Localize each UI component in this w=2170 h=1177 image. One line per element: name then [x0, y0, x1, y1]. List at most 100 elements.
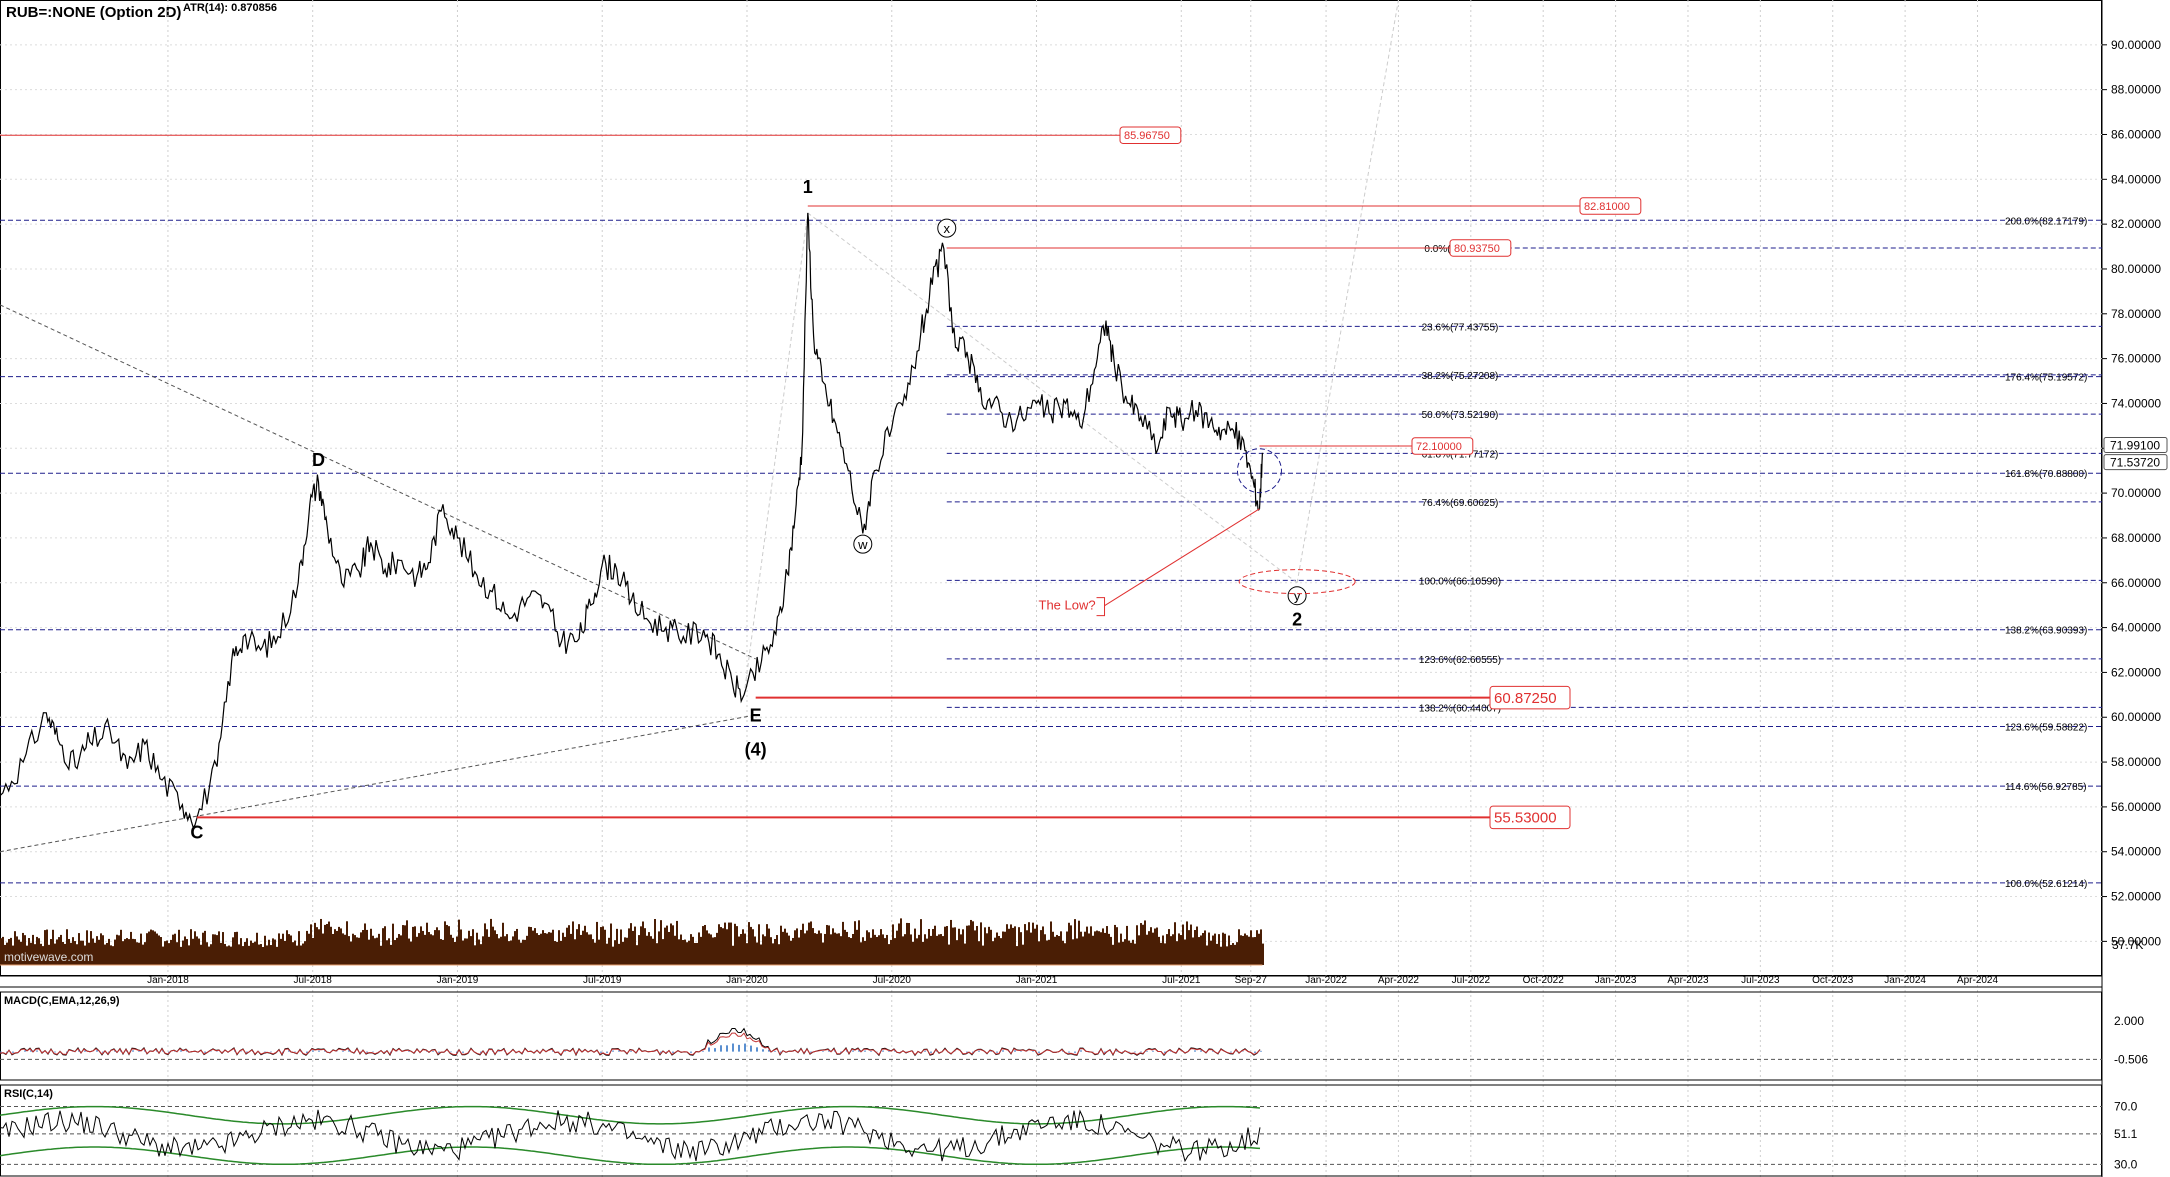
- macd-hist-bar: [822, 1051, 824, 1052]
- trendline-upper: [0, 304, 756, 660]
- macd-hist-bar: [714, 1048, 716, 1052]
- volume-bar: [502, 922, 504, 965]
- volume-bar: [882, 934, 884, 965]
- volume-bar: [746, 943, 748, 965]
- volume-bar: [922, 941, 924, 965]
- macd-hist-bar: [1260, 1050, 1262, 1052]
- volume-bar: [1160, 942, 1162, 965]
- volume-bar: [498, 938, 500, 965]
- volume-bar: [1194, 930, 1196, 965]
- volume-bar: [650, 936, 652, 965]
- volume-bar: [488, 936, 490, 965]
- volume-bar: [916, 938, 918, 965]
- volume-bar: [586, 932, 588, 965]
- price-level-tag: [1411, 437, 1474, 455]
- macd-panel-frame: [0, 991, 2102, 1081]
- volume-bar: [370, 928, 372, 965]
- volume-bar: [950, 919, 952, 965]
- macd-hist-bar: [318, 1050, 320, 1052]
- volume-bar: [446, 924, 448, 965]
- volume-bar: [302, 943, 304, 965]
- volume-bar: [578, 924, 580, 965]
- volume-bar: [966, 925, 968, 965]
- volume-bar: [968, 925, 970, 965]
- volume-bar: [1142, 924, 1144, 965]
- volume-bar: [728, 922, 730, 965]
- volume-bar: [876, 936, 878, 965]
- volume-bar: [1012, 927, 1014, 965]
- volume-bar: [528, 926, 530, 965]
- volume-bar: [160, 937, 162, 965]
- volume-bar: [210, 944, 212, 965]
- volume-bar: [202, 932, 204, 965]
- price-level-label: 80.93750: [1454, 243, 1500, 255]
- volume-bar: [1038, 941, 1040, 965]
- macd-hist-bar: [870, 1051, 872, 1052]
- volume-bar: [1218, 934, 1220, 965]
- volume-bar: [1006, 924, 1008, 965]
- volume-bar: [816, 933, 818, 965]
- volume-bar: [670, 923, 672, 965]
- volume-bar: [1108, 933, 1110, 965]
- macd-hist-bar: [480, 1051, 482, 1053]
- volume-bar: [644, 928, 646, 965]
- volume-bar: [864, 940, 866, 965]
- volume-bar: [450, 934, 452, 965]
- volume-bar: [60, 934, 62, 965]
- volume-bar: [572, 921, 574, 965]
- volume-bar: [872, 929, 874, 965]
- rsi-line: [0, 1109, 1261, 1163]
- volume-bar: [1054, 936, 1056, 965]
- volume-bar: [706, 930, 708, 965]
- volume-bars: 37.7K: [0, 918, 2143, 966]
- y-tick-label: 56.00000: [2111, 800, 2161, 814]
- volume-bar: [154, 931, 156, 965]
- y-tick-label: 74.00000: [2111, 396, 2161, 410]
- volume-bar: [708, 933, 710, 965]
- volume-bar: [62, 941, 64, 965]
- y-tick-label: 58.00000: [2111, 755, 2161, 769]
- volume-bar: [544, 933, 546, 965]
- fib-level-label: 138.2%(63.90393): [2005, 626, 2087, 637]
- volume-bar: [290, 935, 292, 965]
- volume-bar: [396, 937, 398, 965]
- macd-hist-bar: [498, 1051, 500, 1052]
- volume-bar: [12, 945, 14, 965]
- y-tick-label: 90.00000: [2111, 38, 2161, 52]
- volume-bar: [1170, 936, 1172, 965]
- y-tick-label: 78.00000: [2111, 307, 2161, 321]
- volume-bar: [936, 935, 938, 965]
- volume-bar: [678, 939, 680, 965]
- price-level-label: 85.96750: [1124, 130, 1170, 142]
- macd-hist-bar: [54, 1051, 56, 1053]
- volume-bar: [1220, 946, 1222, 965]
- fib-level-label: 123.6%(62.60555): [1419, 655, 1501, 666]
- volume-bar: [978, 941, 980, 965]
- x-tick-label: Jan-2020: [726, 975, 768, 986]
- volume-bar: [4, 944, 6, 965]
- volume-bar: [182, 940, 184, 965]
- volume-bar: [756, 942, 758, 965]
- volume-bar: [1156, 927, 1158, 965]
- volume-bar: [824, 933, 826, 965]
- volume-bar: [782, 931, 784, 965]
- volume-bar: [1042, 926, 1044, 965]
- volume-bar: [1138, 935, 1140, 965]
- volume-bar: [566, 927, 568, 965]
- volume-bar: [232, 937, 234, 965]
- volume-bar: [1140, 923, 1142, 965]
- macd-tick-label: 2.000: [2114, 1014, 2144, 1028]
- macd-hist-bar: [462, 1051, 464, 1053]
- volume-bar: [780, 925, 782, 965]
- rsi-panel: RSI(C,14) 70.0 51.1 30.0: [0, 1084, 2138, 1177]
- volume-bar: [1036, 924, 1038, 965]
- volume-bar: [848, 937, 850, 965]
- volume-bar: [10, 937, 12, 965]
- volume-bar: [140, 933, 142, 965]
- volume-bar: [894, 938, 896, 965]
- volume-bar: [484, 923, 486, 965]
- volume-bar: [260, 944, 262, 965]
- annotation-bracket: [1096, 597, 1106, 617]
- macd-hist-bar: [204, 1051, 206, 1053]
